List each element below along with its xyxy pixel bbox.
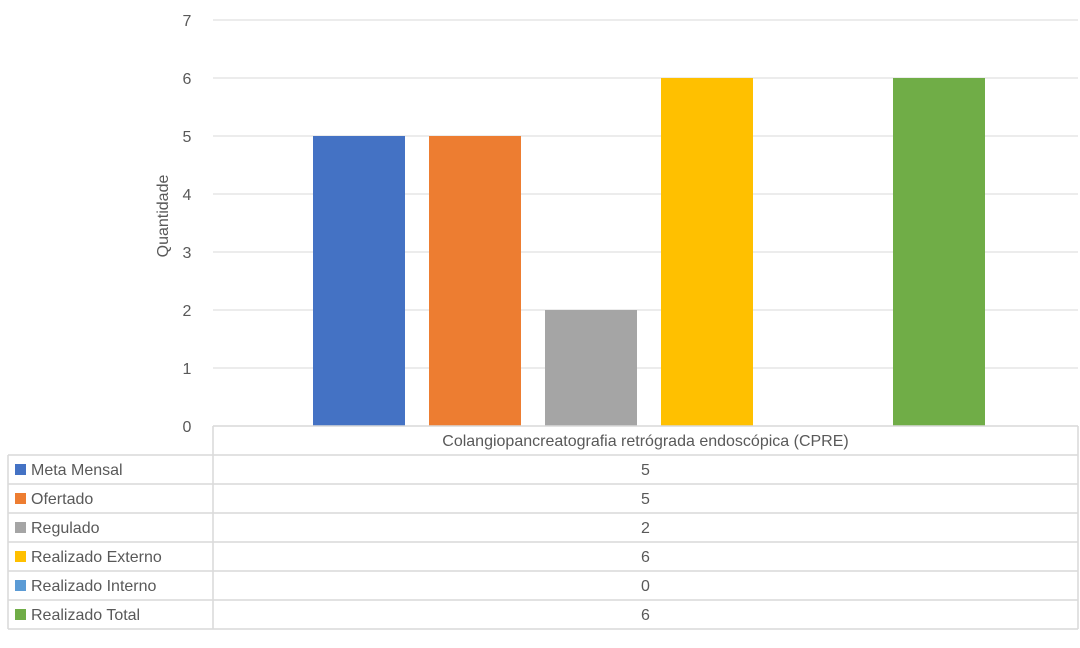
x-category-label: Colangiopancreatografia retrógrada endos… <box>442 433 848 450</box>
y-tick-label: 3 <box>183 245 192 262</box>
bar-3 <box>545 310 637 426</box>
data-label: 6 <box>641 549 650 566</box>
bar-2 <box>429 136 521 426</box>
y-tick-label: 0 <box>183 419 192 436</box>
legend-key <box>15 580 26 591</box>
legend-key <box>15 551 26 562</box>
legend-key <box>15 522 26 533</box>
y-axis-title: Quantidade <box>155 175 172 258</box>
legend-entry: Realizado Total <box>31 607 140 624</box>
y-tick-label: 7 <box>183 13 192 30</box>
y-tick-label: 5 <box>183 129 192 146</box>
legend-key <box>15 609 26 620</box>
data-label: 5 <box>641 462 650 479</box>
data-label: 0 <box>641 578 650 595</box>
bars <box>313 78 985 426</box>
y-tick-label: 6 <box>183 71 192 88</box>
y-tick-label: 1 <box>183 361 192 378</box>
legend-entry: Ofertado <box>31 491 93 508</box>
y-axis-tick-labels: 0 1 2 3 4 5 6 7 <box>183 13 192 436</box>
legend-key <box>15 493 26 504</box>
legend-entry: Realizado Externo <box>31 549 162 566</box>
legend-entry: Regulado <box>31 520 100 537</box>
y-tick-label: 2 <box>183 303 192 320</box>
bar-1 <box>313 136 405 426</box>
data-label: 5 <box>641 491 650 508</box>
legend-entry: Meta Mensal <box>31 462 123 479</box>
legend-key <box>15 464 26 475</box>
data-table: Colangiopancreatografia retrógrada endos… <box>7 425 1079 630</box>
bar-4 <box>661 78 753 426</box>
data-label: 2 <box>641 520 650 537</box>
bar-6 <box>893 78 985 426</box>
data-label: 6 <box>641 607 650 624</box>
legend-entry: Realizado Interno <box>31 578 157 595</box>
y-tick-label: 4 <box>183 187 192 204</box>
